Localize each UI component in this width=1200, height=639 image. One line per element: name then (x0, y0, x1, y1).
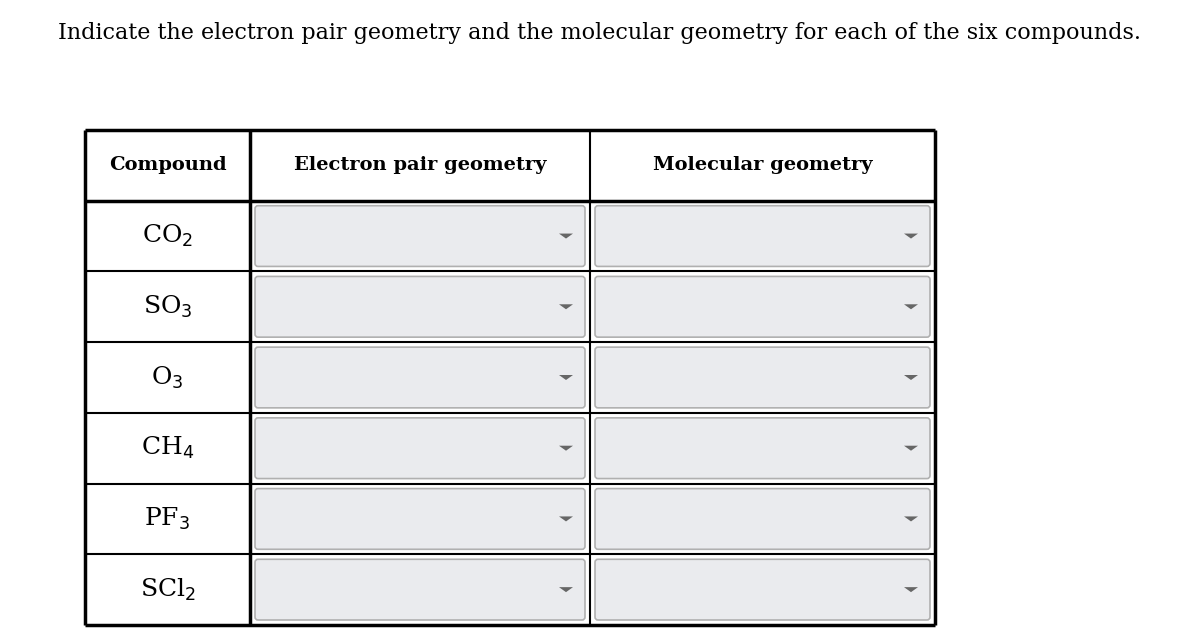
Polygon shape (904, 375, 918, 380)
Polygon shape (904, 234, 918, 238)
FancyBboxPatch shape (256, 277, 586, 337)
FancyBboxPatch shape (256, 418, 586, 479)
FancyBboxPatch shape (256, 347, 586, 408)
Text: Indicate the electron pair geometry and the molecular geometry for each of the s: Indicate the electron pair geometry and … (59, 22, 1141, 44)
FancyBboxPatch shape (595, 418, 930, 479)
Text: CH$_4$: CH$_4$ (140, 435, 194, 461)
Text: Molecular geometry: Molecular geometry (653, 157, 872, 174)
FancyBboxPatch shape (595, 347, 930, 408)
Text: O$_3$: O$_3$ (151, 364, 184, 390)
Polygon shape (559, 516, 574, 521)
FancyBboxPatch shape (595, 206, 930, 266)
Text: SO$_3$: SO$_3$ (143, 294, 192, 320)
FancyBboxPatch shape (595, 277, 930, 337)
Text: CO$_2$: CO$_2$ (142, 223, 193, 249)
FancyBboxPatch shape (256, 206, 586, 266)
FancyBboxPatch shape (595, 559, 930, 620)
Polygon shape (559, 234, 574, 238)
Polygon shape (904, 587, 918, 592)
Polygon shape (904, 304, 918, 309)
Polygon shape (559, 587, 574, 592)
Polygon shape (559, 304, 574, 309)
Polygon shape (559, 375, 574, 380)
Polygon shape (559, 446, 574, 450)
FancyBboxPatch shape (256, 489, 586, 550)
FancyBboxPatch shape (256, 559, 586, 620)
Polygon shape (904, 446, 918, 450)
Text: PF$_3$: PF$_3$ (144, 506, 191, 532)
Text: SCl$_2$: SCl$_2$ (139, 576, 196, 603)
FancyBboxPatch shape (595, 489, 930, 550)
Text: Electron pair geometry: Electron pair geometry (294, 157, 546, 174)
Text: Compound: Compound (109, 157, 227, 174)
Polygon shape (904, 516, 918, 521)
